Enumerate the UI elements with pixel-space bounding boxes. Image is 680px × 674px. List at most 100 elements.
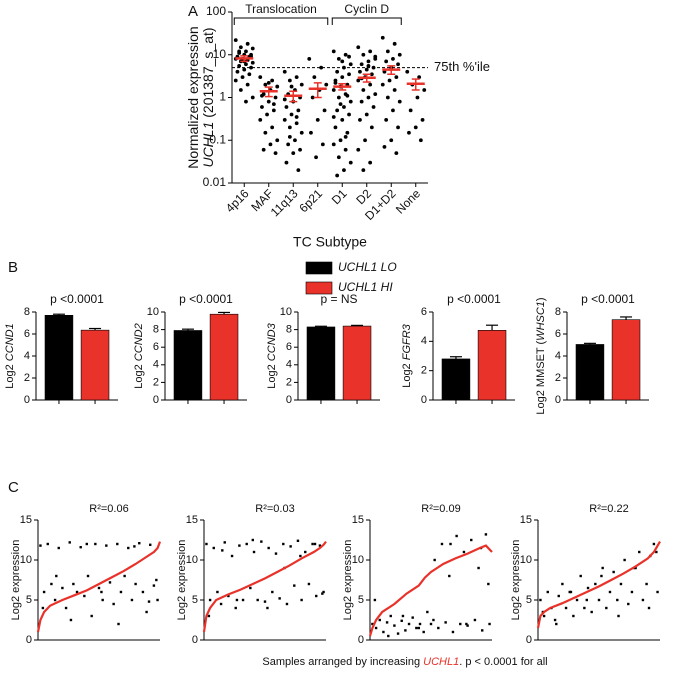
- data-point: [331, 88, 336, 92]
- data-point: [271, 590, 274, 594]
- data-point: [356, 45, 361, 50]
- data-point: [112, 602, 115, 606]
- data-point: [487, 582, 490, 586]
- data-point: [572, 614, 575, 618]
- data-point: [304, 550, 307, 554]
- data-point: [289, 84, 294, 89]
- y-tick-label: 1: [219, 90, 226, 104]
- legend-swatch: [305, 261, 333, 275]
- panel-label: B: [8, 259, 18, 276]
- data-point: [413, 125, 418, 130]
- data-point: [90, 614, 93, 618]
- y-tick-label: 4: [421, 335, 427, 347]
- data-point: [382, 144, 387, 149]
- data-point: [568, 590, 571, 594]
- y-tick-label: 6: [421, 306, 427, 318]
- data-point: [373, 598, 377, 602]
- data-point: [361, 52, 366, 57]
- legend-label: UCHL1 LO: [338, 260, 397, 274]
- data-point: [470, 538, 473, 542]
- data-point: [579, 574, 582, 578]
- data-point: [429, 622, 433, 626]
- data-point: [294, 115, 299, 119]
- data-point: [123, 574, 126, 578]
- data-point: [238, 544, 241, 547]
- data-point: [358, 117, 362, 122]
- chart-subtitle: R²=0.03: [255, 503, 294, 515]
- y-tick-label: 6: [555, 328, 561, 340]
- data-point: [564, 606, 568, 610]
- data-point: [539, 598, 542, 602]
- y-tick-label: 4: [24, 350, 30, 362]
- data-point: [605, 606, 608, 610]
- data-point: [426, 610, 429, 614]
- data-point: [601, 566, 604, 570]
- y-axis-label-part: WHSC1: [535, 301, 547, 341]
- data-point: [324, 82, 329, 87]
- bar: [477, 330, 507, 401]
- data-point: [433, 558, 436, 562]
- y-tick-label: 4: [286, 359, 292, 371]
- data-point: [331, 115, 336, 119]
- data-point: [335, 173, 340, 178]
- y-tick-label: 10: [20, 554, 32, 566]
- data-point: [385, 621, 389, 624]
- data-point: [356, 78, 361, 83]
- data-point: [336, 95, 341, 100]
- x-tick-label: 11q13: [268, 186, 301, 219]
- data-point: [249, 65, 253, 70]
- data-point: [260, 105, 264, 109]
- data-point: [373, 54, 378, 59]
- data-point: [287, 134, 292, 139]
- data-point: [407, 130, 411, 135]
- data-point: [405, 69, 410, 74]
- data-point: [380, 35, 385, 40]
- data-point: [235, 598, 239, 602]
- y-axis-label-part: UCHL1: [200, 122, 216, 168]
- bar: [80, 329, 110, 401]
- data-point: [364, 112, 369, 117]
- x-tick-label: 6p21: [296, 186, 325, 215]
- y-tick-label: 0.01: [203, 175, 227, 189]
- data-point: [85, 542, 88, 546]
- data-point: [207, 614, 211, 618]
- data-point: [263, 82, 268, 87]
- data-point: [569, 590, 573, 594]
- data-point: [343, 52, 348, 57]
- data-point: [147, 600, 151, 603]
- data-point: [284, 160, 289, 165]
- y-tick-label: 8: [153, 324, 159, 336]
- data-point: [555, 622, 558, 626]
- y-axis-label-part: Log2 expression: [176, 540, 188, 621]
- data-point: [600, 574, 603, 578]
- data-point: [245, 542, 248, 546]
- data-point: [638, 550, 641, 554]
- data-point: [68, 541, 71, 544]
- data-point: [338, 138, 343, 143]
- data-point: [546, 590, 549, 594]
- y-axis-label: Log2 expression: [176, 540, 188, 621]
- data-point: [130, 598, 134, 602]
- y-tick-label: 0.1: [209, 132, 226, 146]
- data-point: [645, 582, 648, 586]
- data-point: [263, 130, 268, 135]
- data-point: [385, 49, 390, 54]
- data-point: [260, 540, 263, 543]
- data-point: [348, 160, 353, 165]
- data-point: [343, 134, 348, 139]
- data-point: [473, 618, 477, 622]
- data-point: [270, 125, 275, 130]
- data-point: [250, 46, 255, 51]
- data-point: [374, 626, 378, 630]
- data-point: [268, 142, 273, 147]
- data-point: [336, 56, 341, 61]
- data-point: [333, 80, 338, 85]
- data-point: [557, 594, 560, 598]
- x-axis-label: TC Subtype: [293, 234, 367, 250]
- data-point: [363, 138, 367, 143]
- data-point: [356, 147, 361, 152]
- data-point: [630, 590, 634, 594]
- panel-label: A: [188, 3, 198, 20]
- data-point: [366, 95, 371, 100]
- data-point: [216, 590, 219, 594]
